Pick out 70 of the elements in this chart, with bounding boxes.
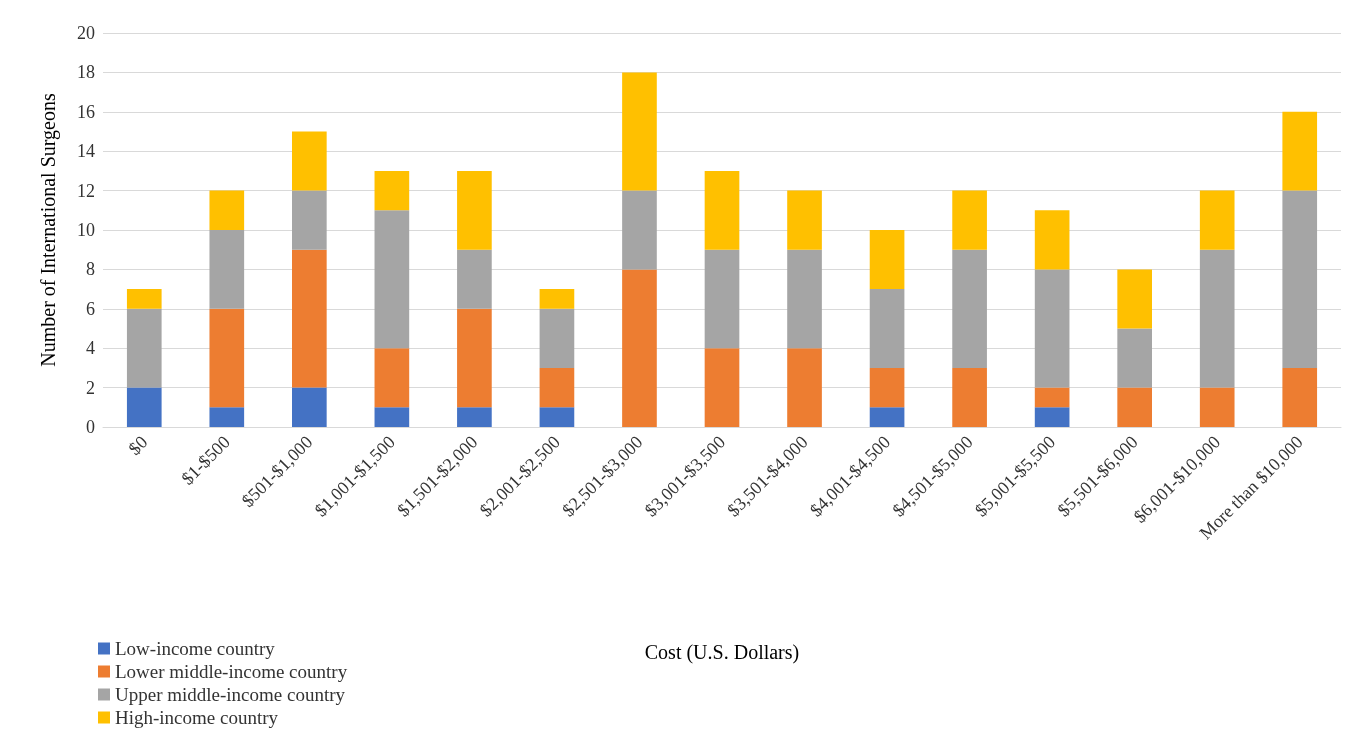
bar [374,407,410,427]
legend-label: Upper middle-income country [115,684,346,705]
y-tick-label: 8 [86,259,95,280]
bar [952,190,987,250]
legend-label: Low-income country [115,638,276,659]
bar [539,289,575,309]
bar [457,407,492,427]
bar [704,170,740,250]
bar [704,348,740,427]
y-tick-label: 10 [77,220,95,240]
bar [869,407,905,427]
bar [1117,328,1152,388]
bar [374,170,410,211]
bar [1034,269,1070,388]
bar [869,289,905,368]
legend-label: Lower middle-income country [115,661,348,682]
y-tick-label: 20 [77,23,95,43]
y-tick-label: 4 [86,338,95,359]
x-tick-label: $0 [124,431,152,459]
bar [126,387,162,427]
bar [787,190,822,250]
bar [292,249,327,388]
bar [539,407,575,427]
bar [1282,367,1318,427]
y-axis-title: Number of International Surgeons [37,93,60,367]
bar [126,308,162,388]
bar [209,190,245,230]
bar [622,72,657,191]
bar [1034,407,1070,427]
bar [1034,210,1070,270]
bar [292,387,327,427]
bar [292,190,327,250]
bar [126,289,162,309]
bar [1117,269,1152,329]
y-tick-label: 16 [77,101,95,122]
bar [209,308,245,408]
y-tick-label: 14 [77,141,95,162]
bar [704,249,740,349]
bar [622,269,657,427]
bar [292,131,327,191]
bar [622,190,657,270]
bar [952,249,987,368]
y-tick-label: 2 [86,377,95,398]
bar [1199,190,1235,250]
bar [1282,190,1318,368]
bar [1199,387,1235,427]
y-tick-label: 0 [86,417,95,437]
y-tick-label: 6 [86,298,95,319]
bar [374,348,410,408]
bar [1117,387,1152,427]
bar [457,249,492,309]
bar [457,308,492,408]
y-tick-label: 12 [77,180,95,201]
bar [1034,387,1070,408]
bar [209,407,245,427]
bar [869,367,905,408]
bar [1199,249,1235,388]
legend-label: High-income country [115,707,279,728]
bar [787,249,822,349]
bar [539,308,575,368]
bar [457,170,492,250]
x-axis-title: Cost (U.S. Dollars) [644,641,800,664]
bar [787,348,822,427]
bar [374,210,410,349]
bar [539,367,575,408]
bar [869,230,905,290]
y-tick-label: 18 [77,62,95,83]
bar [952,367,987,427]
bar [209,230,245,309]
bar [1282,111,1318,191]
